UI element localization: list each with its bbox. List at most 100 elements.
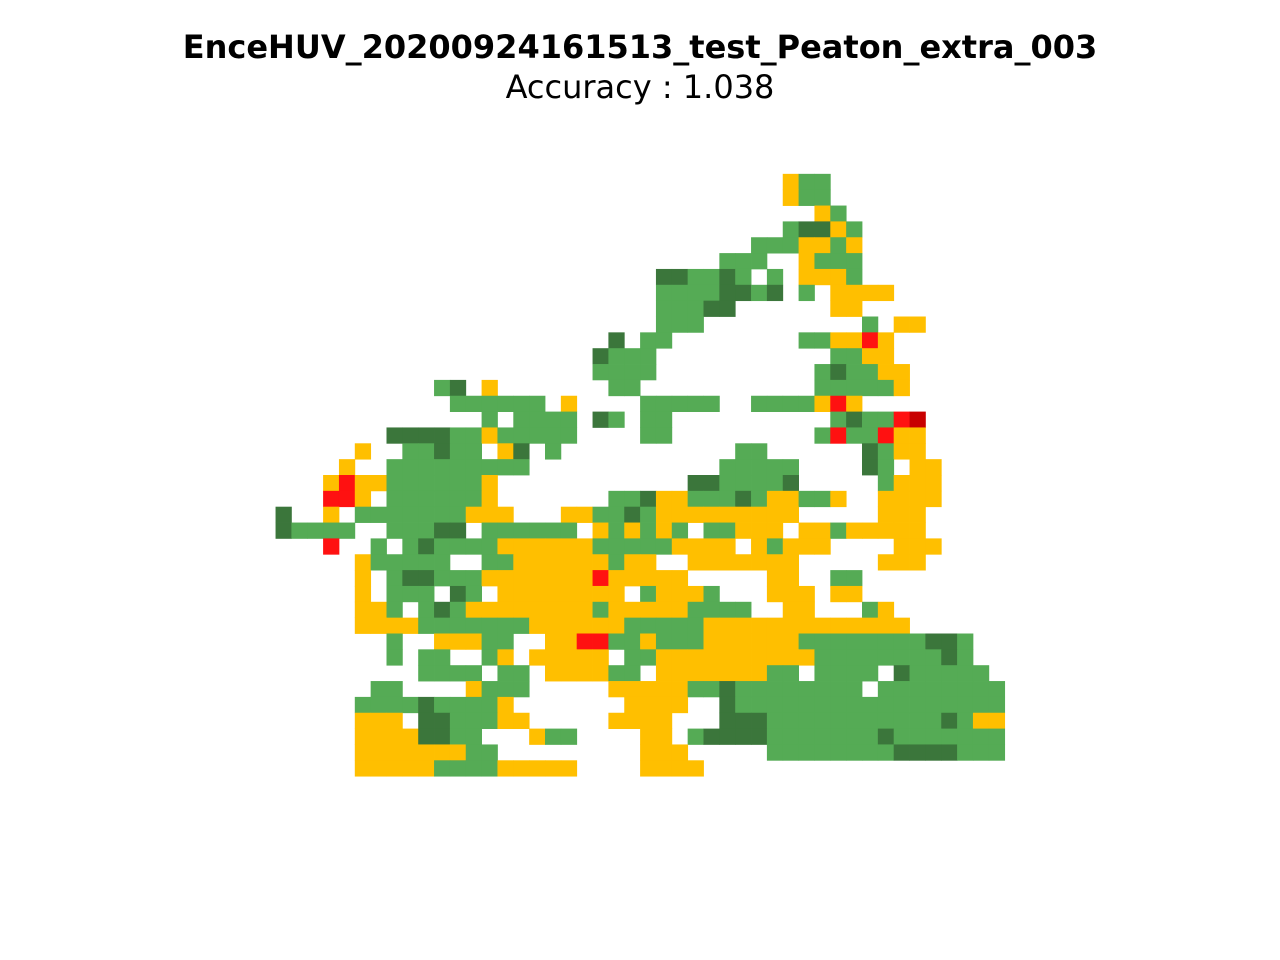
heatmap-cell: [465, 712, 482, 729]
heatmap-cell: [782, 665, 799, 682]
heatmap-cell: [798, 696, 815, 714]
heatmap-cell: [655, 490, 673, 508]
heatmap-cell: [988, 712, 1006, 729]
heatmap-cell: [846, 744, 863, 761]
heatmap-cell: [640, 490, 657, 508]
heatmap-cell: [719, 284, 736, 302]
heatmap-cell: [529, 760, 546, 777]
heatmap-cell: [497, 696, 514, 714]
heatmap-cell: [640, 506, 657, 523]
heatmap-cell: [481, 554, 498, 571]
heatmap-cell: [846, 681, 863, 698]
heatmap-cell: [687, 617, 704, 634]
heatmap-cell: [576, 506, 593, 523]
heatmap-cell: [354, 506, 372, 523]
heatmap-cell: [465, 744, 482, 761]
heatmap-cell: [655, 696, 673, 714]
heatmap-cell: [782, 570, 799, 587]
heatmap-cell: [434, 538, 451, 555]
heatmap-cell: [434, 570, 451, 587]
heatmap-cell: [449, 617, 467, 634]
heatmap-cell: [814, 221, 831, 238]
heatmap-cell: [418, 617, 435, 634]
heatmap-cell: [592, 522, 609, 539]
heatmap-cell: [893, 522, 910, 539]
heatmap-cell: [830, 395, 847, 412]
heatmap-cell: [481, 617, 498, 634]
heatmap-cell: [798, 284, 815, 302]
heatmap-cell: [370, 712, 387, 729]
heatmap-cell: [735, 443, 752, 460]
heatmap-cell: [925, 728, 942, 745]
heatmap-cell: [846, 696, 863, 714]
heatmap-cell: [909, 681, 926, 698]
heatmap-cell: [798, 490, 815, 508]
heatmap-cell: [608, 522, 625, 539]
heatmap-cell: [909, 712, 926, 729]
heatmap-cell: [624, 490, 641, 508]
heatmap-cell: [862, 427, 879, 444]
heatmap-cell: [719, 253, 736, 270]
heatmap-cell: [449, 475, 467, 492]
heatmap-cell: [465, 475, 482, 492]
heatmap-cell: [814, 744, 831, 761]
heatmap-cell: [655, 760, 673, 777]
heatmap-cell: [624, 538, 641, 555]
heatmap-cell: [735, 633, 752, 650]
heatmap-cell: [434, 665, 451, 682]
heatmap-cell: [386, 696, 403, 714]
heatmap-cell: [513, 522, 530, 539]
heatmap-cell: [830, 379, 847, 397]
heatmap-cell: [370, 554, 387, 571]
heatmap-cell: [909, 443, 926, 460]
heatmap-cell: [782, 237, 799, 254]
heatmap-cell: [972, 681, 990, 698]
heatmap-cell: [814, 237, 831, 254]
heatmap-cell: [497, 522, 514, 539]
heatmap-cell: [877, 364, 895, 381]
heatmap-cell: [798, 601, 815, 619]
heatmap-cell: [465, 617, 482, 634]
heatmap-cell: [846, 665, 863, 682]
heatmap-cell: [640, 570, 657, 587]
heatmap-cell: [972, 728, 990, 745]
heatmap-cell: [893, 554, 910, 571]
heatmap-cell: [624, 696, 641, 714]
heatmap-cell: [513, 712, 530, 729]
heatmap-cell: [798, 189, 815, 206]
heatmap-cell: [751, 554, 768, 571]
heatmap-cell: [449, 570, 467, 587]
chart-subtitle: Accuracy : 1.038: [505, 68, 775, 106]
heatmap-cell: [766, 554, 784, 571]
heatmap-cell: [814, 538, 831, 555]
heatmap-cell: [846, 268, 863, 286]
heatmap-cell: [671, 522, 689, 539]
heatmap-cell: [735, 728, 752, 745]
heatmap-cell: [640, 681, 657, 698]
heatmap-cell: [877, 744, 895, 761]
heatmap-cell: [846, 585, 863, 603]
heatmap-cell: [782, 617, 799, 634]
heatmap-cell: [434, 649, 451, 666]
heatmap-cell: [830, 681, 847, 698]
heatmap-cell: [830, 237, 847, 254]
heatmap-cell: [640, 348, 657, 365]
heatmap-cell: [640, 395, 657, 412]
heatmap-cell: [846, 332, 863, 349]
heatmap-cell: [798, 395, 815, 412]
heatmap-cell: [545, 570, 562, 587]
heatmap-cell: [862, 379, 879, 397]
heatmap-cell: [402, 522, 419, 539]
heatmap-cell: [608, 490, 625, 508]
heatmap-cell: [877, 554, 895, 571]
heatmap-cell: [497, 570, 514, 587]
heatmap-cell: [576, 617, 593, 634]
heatmap-cell: [497, 554, 514, 571]
heatmap-cell: [830, 490, 847, 508]
heatmap-cell: [624, 633, 641, 650]
heatmap-cell: [909, 728, 926, 745]
heatmap-cell: [497, 712, 514, 729]
heatmap-cell: [655, 538, 673, 555]
heatmap-cell: [877, 443, 895, 460]
heatmap-cell: [671, 696, 689, 714]
